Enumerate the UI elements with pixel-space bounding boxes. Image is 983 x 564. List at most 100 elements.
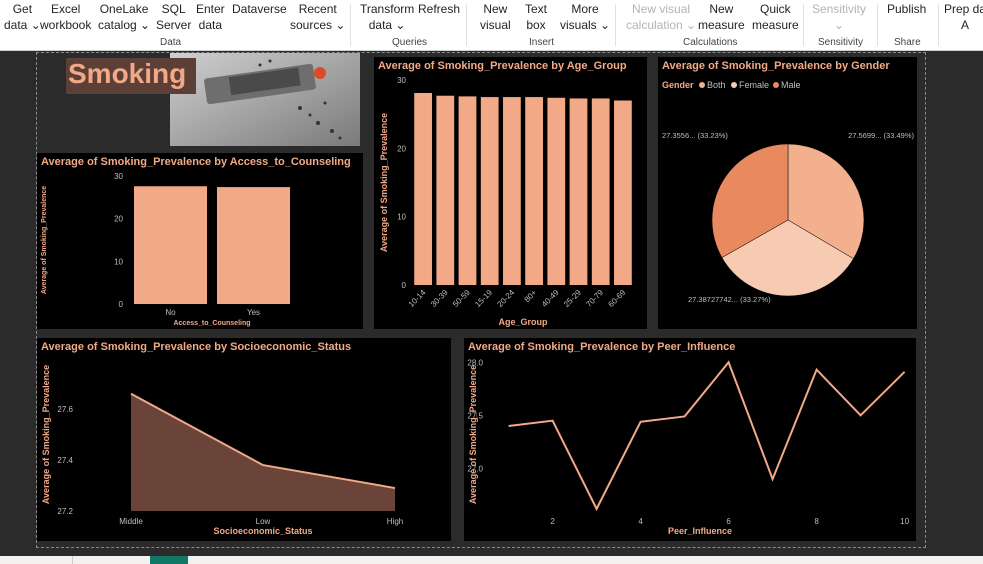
x-tick-label: 10-14: [407, 288, 428, 309]
legend-title: Gender: [662, 80, 694, 90]
x-tick-label: 15-19: [473, 288, 494, 309]
series-line: [130, 392, 396, 490]
get-data-button[interactable]: Get data ⌄: [4, 1, 41, 33]
area-fill: [131, 393, 395, 511]
new-measure-button[interactable]: New measure: [698, 1, 745, 33]
onelake-catalog-button[interactable]: OneLake catalog ⌄: [98, 1, 150, 33]
chart-title: Average of Smoking_Prevalence by Age_Gro…: [378, 60, 627, 72]
chart-tile-counseling[interactable]: Average of Smoking_Prevalence by Access_…: [37, 153, 363, 329]
x-tick-label: 10: [900, 517, 909, 526]
bar: [503, 97, 521, 285]
new-visual-label-line: visual: [480, 18, 511, 32]
transform-data-button[interactable]: Transform data ⌄: [360, 1, 414, 33]
refresh-button[interactable]: Refresh: [418, 1, 460, 33]
chart-tile-peer-influence[interactable]: Average of Smoking_Prevalence by Peer_In…: [464, 338, 916, 541]
new-visual-button[interactable]: New visual: [480, 1, 511, 33]
pie-chart-gender: Gender Both Female Male 27.5699... (33.49%) 2…: [662, 80, 914, 304]
quick-measure-button[interactable]: Quick measure: [752, 1, 799, 33]
y-tick-label: 0: [402, 281, 407, 290]
sensitivity-label-line: ⌄: [833, 18, 845, 32]
quick-measure-label-line: measure: [752, 18, 799, 32]
excel-workbook-label-line: workbook: [40, 18, 92, 32]
y-tick-label: 20: [114, 215, 123, 224]
bar: [614, 100, 632, 285]
prep-data-label-line: A: [961, 18, 970, 32]
legend-label: Male: [781, 80, 801, 90]
prep-data-label-line: Prep da: [944, 2, 983, 16]
sql-server-label-line: Server: [156, 18, 192, 32]
excel-workbook-button[interactable]: Excel workbook: [40, 1, 91, 33]
x-tick-label: 50-59: [451, 288, 472, 309]
y-tick-label: 27.6: [57, 405, 73, 414]
report-canvas: [36, 52, 926, 548]
dataverse-button[interactable]: Dataverse: [232, 1, 287, 33]
transform-data-label-line: Transform: [360, 2, 415, 16]
publish-label-line: [887, 17, 926, 33]
chart-tile-age-group[interactable]: Average of Smoking_Prevalence by Age_Gro…: [374, 57, 647, 329]
banner-image: [170, 53, 360, 146]
ribbon-divider: [615, 4, 616, 46]
new-visual-calculation-button[interactable]: New visual calculation ⌄: [626, 1, 696, 33]
active-page-tab[interactable]: [150, 556, 188, 564]
x-axis-title: Age_Group: [498, 317, 548, 327]
bar: [458, 96, 477, 286]
y-axis-title: Average of Smoking_Prevalence: [41, 186, 48, 294]
refresh-label-line: Refresh: [418, 2, 461, 16]
prep-data-button[interactable]: Prep da A: [944, 1, 983, 33]
x-axis-title: Peer_Influence: [668, 526, 732, 536]
bar: [591, 98, 610, 285]
legend-label: Female: [739, 80, 769, 90]
onelake-catalog-label-line: catalog ⌄: [98, 18, 151, 32]
bar: [480, 97, 499, 285]
transform-data-label-line: data ⌄: [368, 18, 406, 32]
ribbon-divider: [938, 4, 939, 46]
x-tick-label: High: [387, 517, 403, 526]
line-chart-peer-influence: 2 4 6 8 10 27.0 27.5 28.0 Peer_Influence Average …: [467, 358, 909, 536]
y-tick-label: 27.2: [57, 507, 73, 516]
y-tick-label: 27.4: [57, 456, 73, 465]
area-chart-socioeconomic: Middle Low High 27.2 27.4 27.6 Socioeconomic_S…: [41, 365, 403, 536]
new-visual-calculation-label-line: New visual: [632, 2, 691, 16]
more-visuals-button[interactable]: More visuals ⌄: [560, 1, 610, 33]
bar: [133, 186, 208, 304]
x-tick-label: 80+: [523, 288, 539, 304]
data-label: 27.3556... (33.23%): [662, 131, 728, 140]
x-tick-label: 70-79: [584, 288, 605, 309]
chart-tile-gender[interactable]: Average of Smoking_Prevalence by Gender …: [658, 57, 917, 329]
y-tick-label: 10: [397, 213, 406, 222]
bar: [569, 98, 588, 285]
series-line: [508, 360, 906, 512]
x-tick-label: 30-39: [429, 288, 450, 309]
legend-marker: [773, 82, 779, 88]
bar-chart-age-group: 0 10 20 30 10-14 30-39 50-59 15-19 20-24 80+ 40-49…: [379, 76, 632, 327]
ribbon-divider: [803, 4, 804, 46]
more-visuals-label-line: More: [571, 2, 599, 16]
sql-server-button[interactable]: SQL Server: [156, 1, 191, 33]
excel-workbook-label-line: Excel: [51, 2, 81, 16]
legend-label: Both: [707, 80, 726, 90]
data-label: 27.5699... (33.49%): [848, 131, 914, 140]
y-tick-label: 20: [397, 144, 406, 153]
sensitivity-button[interactable]: Sensitivity ⌄: [812, 1, 866, 33]
pie-slice: [711, 143, 789, 258]
new-measure-label-line: New: [709, 2, 734, 16]
enter-data-label-line: data: [198, 18, 223, 32]
publish-label-line: Publish: [887, 2, 927, 16]
text-box-button[interactable]: Text box: [525, 1, 547, 33]
legend-marker: [731, 82, 737, 88]
recent-sources-label-line: sources ⌄: [290, 18, 346, 32]
publish-button[interactable]: Publish: [887, 1, 926, 33]
x-tick-label: 8: [814, 517, 819, 526]
x-tick-label: 60-69: [606, 288, 627, 309]
y-tick-label: 10: [114, 257, 123, 266]
dataverse-label-line: Dataverse: [232, 2, 287, 16]
x-tick-label: Middle: [119, 517, 143, 526]
group-label-share: Share: [894, 37, 921, 48]
chart-tile-socioeconomic[interactable]: Average of Smoking_Prevalence by Socioec…: [37, 338, 451, 541]
onelake-catalog-label-line: OneLake: [99, 2, 149, 16]
new-measure-label-line: measure: [698, 18, 745, 32]
enter-data-button[interactable]: Enter data: [196, 1, 225, 33]
page-tab-bar: [0, 556, 983, 564]
y-tick-label: 27.0: [467, 465, 483, 474]
recent-sources-button[interactable]: Recent sources ⌄: [290, 1, 345, 33]
